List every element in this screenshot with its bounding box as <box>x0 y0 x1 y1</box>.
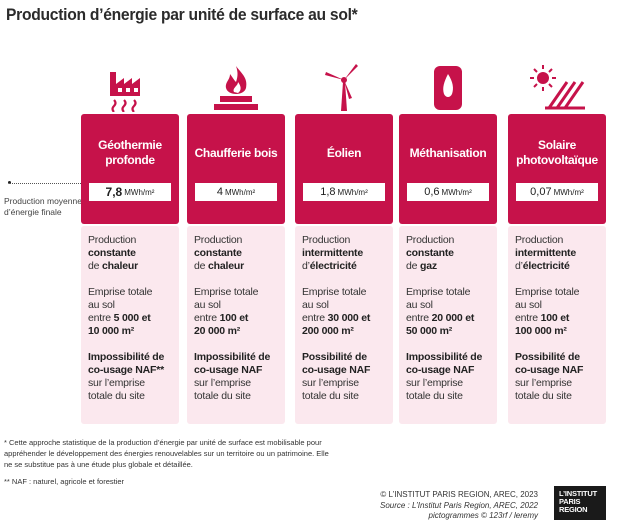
source-name: Chaufferie bois <box>194 145 278 160</box>
energy-unit: MWh/m² <box>553 187 584 197</box>
energy-unit: MWh/m² <box>441 187 472 197</box>
side-note-line1: Production moyenne <box>4 196 82 206</box>
source-name: Solaire photovoltaïque <box>516 138 598 167</box>
source-card: Méthanisation <box>399 114 497 224</box>
source-text: Source : L’Institut Paris Region, AREC, … <box>379 500 538 510</box>
dotted-leader-line <box>9 183 87 184</box>
pictogram-credit: pictogrammes © 123rf / leremy <box>428 511 538 520</box>
source-name: Éolien <box>326 145 362 160</box>
energy-value: 7,8 <box>105 185 123 199</box>
source-name: Méthanisation <box>409 145 487 160</box>
source-name: Géothermie profonde <box>98 138 162 167</box>
energy-value-box: 1,8 MWh/m² <box>302 182 386 202</box>
side-note: Production moyenne d’énergie finale <box>4 196 82 218</box>
description-panel: Production intermittente d’électricité Emp… <box>295 226 393 424</box>
description-panel: Production constante de chaleur Emprise to… <box>81 226 179 424</box>
energy-unit: MWh/m² <box>124 187 155 197</box>
description-panel: Production intermittente d’électricité Emp… <box>508 226 606 424</box>
energy-value-box: 0,07 MWh/m² <box>515 182 599 202</box>
page-title: Production d’énergie par unité de surfac… <box>6 5 358 24</box>
source-card: Chaufferie bois <box>187 114 285 224</box>
marker-dot <box>8 181 11 184</box>
source-card: Éolien <box>295 114 393 224</box>
energy-value: 4 <box>216 186 223 198</box>
energy-unit: MWh/m² <box>337 187 368 197</box>
factory-geothermal-icon <box>81 62 179 114</box>
energy-value-box: 0,6 MWh/m² <box>406 182 490 202</box>
energy-value: 0,07 <box>530 186 552 198</box>
energy-value-box: 7,8 MWh/m² <box>88 182 172 202</box>
solar-panel-icon <box>508 62 606 114</box>
gas-flame-icon <box>399 62 497 114</box>
wind-turbine-icon <box>295 62 393 114</box>
institut-logo: L’INSTITUT PARIS REGION <box>554 486 606 520</box>
credits: © L’INSTITUT PARIS REGION, AREC, 2023 So… <box>380 490 538 522</box>
side-note-line2: d’énergie finale <box>4 207 62 217</box>
energy-value-box: 4 MWh/m² <box>194 182 278 202</box>
energy-value: 1,8 <box>320 186 336 198</box>
energy-value: 0,6 <box>424 186 440 198</box>
description-panel: Production constante de chaleur Emprise to… <box>187 226 285 424</box>
footnote-naf: ** NAF : naturel, agricole et forestier <box>4 477 125 486</box>
description-panel: Production constante de gaz Emprise totale… <box>399 226 497 424</box>
source-card: Géothermie profonde <box>81 114 179 224</box>
firewood-flame-icon <box>187 62 285 114</box>
energy-unit: MWh/m² <box>224 187 256 197</box>
footnote-methodology: * Cette approche statistique de la produ… <box>4 438 329 469</box>
source-card: Solaire photovoltaïque <box>508 114 606 224</box>
copyright-text: © L’INSTITUT PARIS REGION, AREC, 2023 <box>380 490 538 499</box>
